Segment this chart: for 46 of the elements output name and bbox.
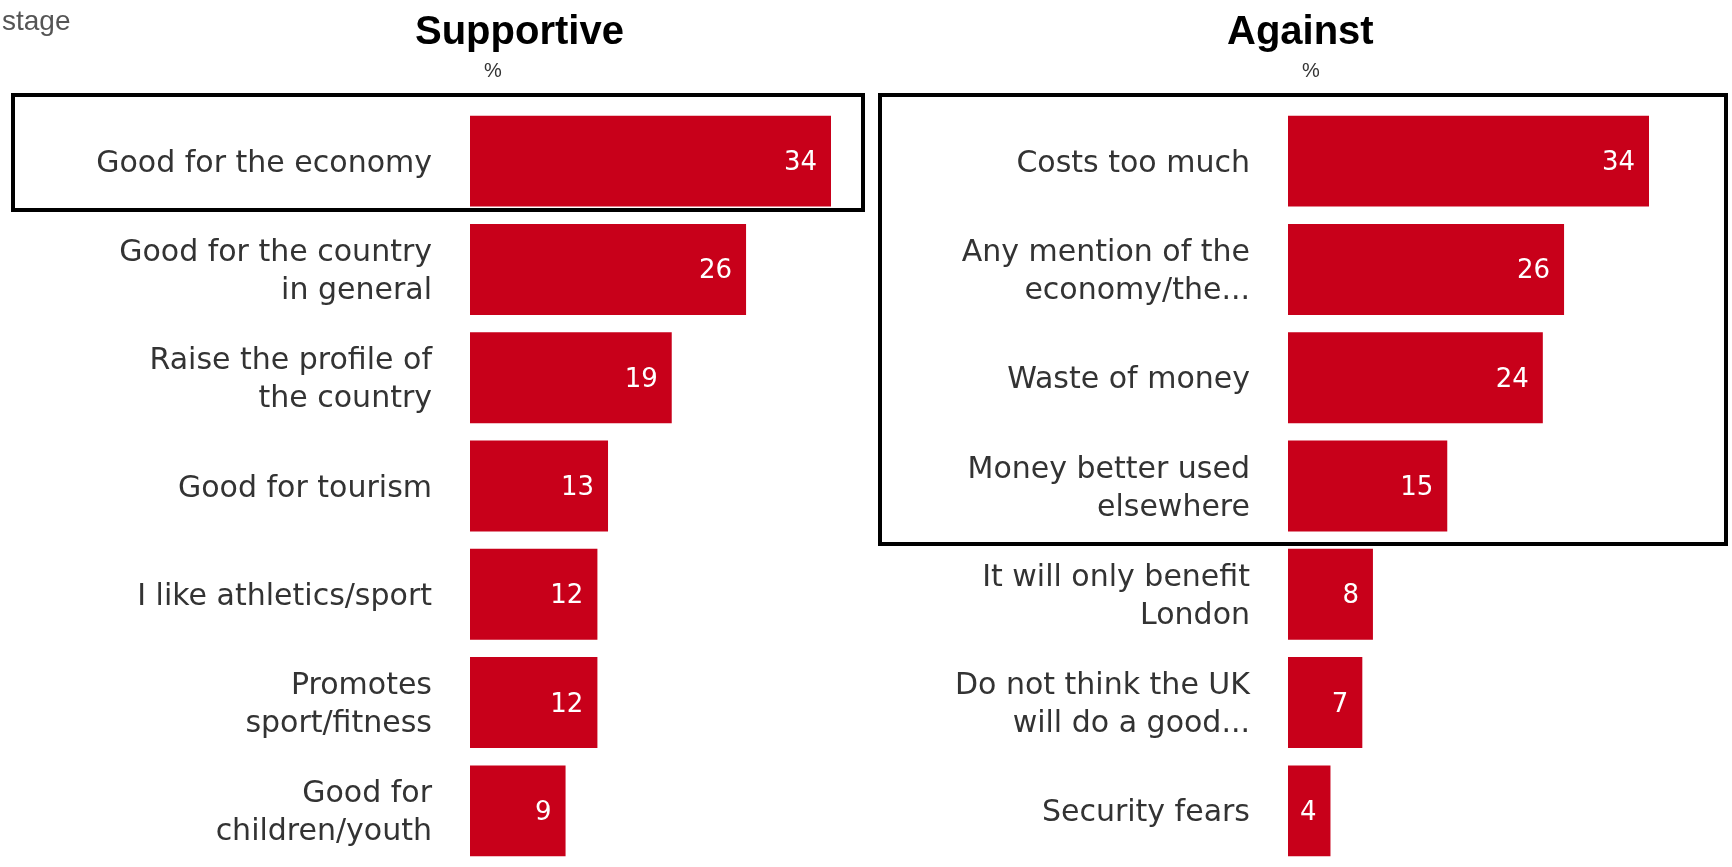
bar xyxy=(470,440,609,532)
y-tick-label: Good for the economy xyxy=(96,143,432,179)
data-label: 24 xyxy=(1495,362,1529,393)
data-label: 8 xyxy=(1342,579,1359,610)
data-label: 26 xyxy=(1516,254,1551,285)
data-label: 19 xyxy=(624,362,658,393)
data-label: 15 xyxy=(1400,471,1434,501)
x-axis-title: % xyxy=(484,59,502,81)
y-tick-label: It will only benefit London xyxy=(982,557,1251,631)
y-tick-label: Do not think the UK will do a good... xyxy=(954,666,1252,740)
data-label: 26 xyxy=(698,254,733,285)
bar xyxy=(470,332,672,424)
chart-title: Supportive xyxy=(415,8,624,52)
y-tick-label: Costs too much xyxy=(1016,143,1250,179)
data-label: 12 xyxy=(550,687,584,718)
data-label: 12 xyxy=(550,579,584,610)
chart-title: Against xyxy=(1227,8,1374,52)
y-tick-label: Good for children/youth xyxy=(215,774,433,848)
data-label: 34 xyxy=(1601,146,1635,177)
y-tick-label: Waste of money xyxy=(1007,360,1250,396)
bar xyxy=(470,548,598,640)
y-tick-label: I like athletics/sport xyxy=(137,576,433,612)
bar xyxy=(1288,657,1363,749)
bar xyxy=(1288,440,1448,532)
y-tick-label: Money better used elsewhere xyxy=(967,449,1250,523)
y-tick-label: Good for tourism xyxy=(178,468,432,504)
data-label: 7 xyxy=(1331,687,1349,718)
bar xyxy=(1288,223,1565,315)
bar xyxy=(470,657,598,749)
y-tick-label: Any mention of the economy/the... xyxy=(961,232,1250,306)
data-label: 34 xyxy=(783,146,817,177)
y-tick-label: Security fears xyxy=(1041,793,1250,829)
y-tick-label: Good for the country in general xyxy=(119,232,432,306)
bar xyxy=(470,223,747,315)
data-label: 13 xyxy=(560,471,595,501)
data-label: 9 xyxy=(535,795,552,826)
bar xyxy=(1288,765,1331,857)
data-label: 4 xyxy=(1299,795,1317,826)
text: stage xyxy=(2,4,71,36)
bar xyxy=(1288,332,1543,424)
bar xyxy=(1288,548,1373,640)
bar xyxy=(1288,115,1649,207)
x-axis-title: % xyxy=(1302,59,1320,81)
y-tick-label: Promotes sport/fitness xyxy=(245,666,432,740)
y-tick-label: Raise the profile of the country xyxy=(149,341,434,415)
bar xyxy=(470,765,566,857)
